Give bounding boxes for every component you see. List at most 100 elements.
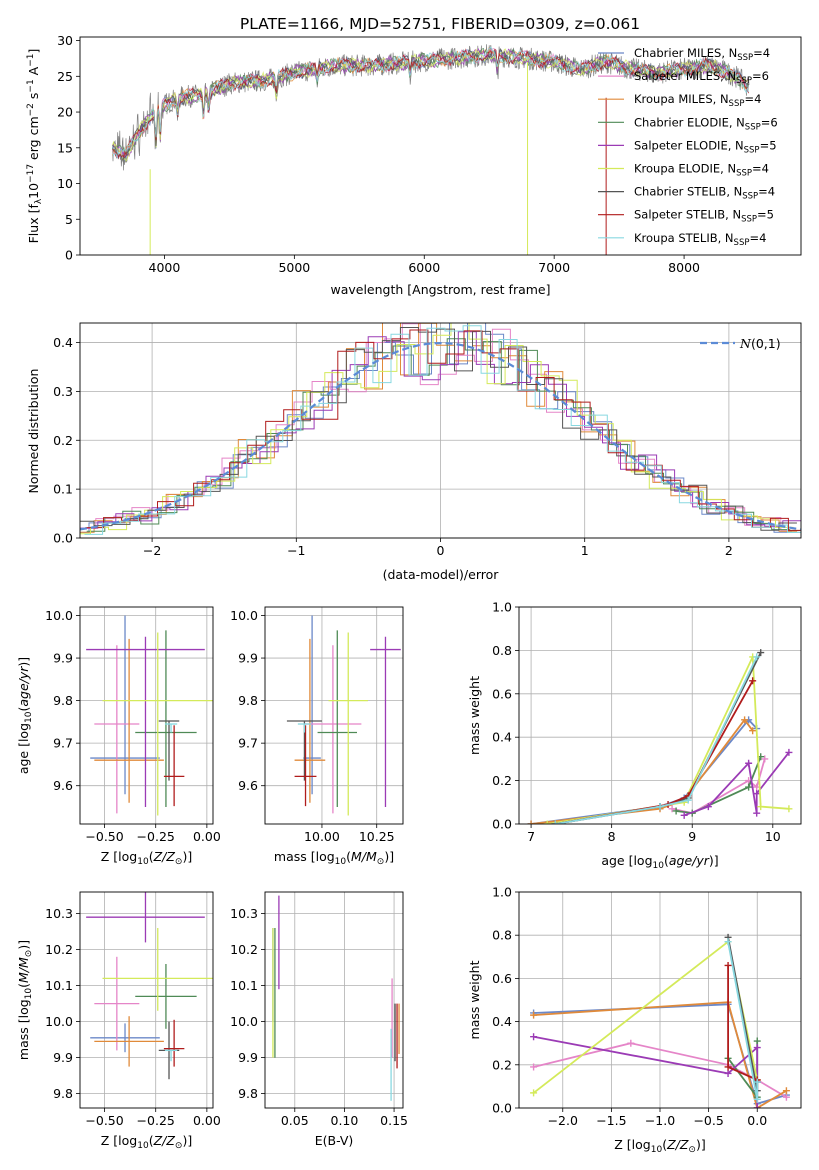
y-tick-label: 10.0 [230,1014,258,1029]
y-tick-label: 15 [57,140,73,155]
axes-frame [79,322,802,539]
legend-count: =5 [757,208,774,222]
point-marker [785,748,793,756]
y-tick-label: 0.4 [53,335,73,350]
label-part: M/M [351,849,377,864]
label-part: 10 [137,1141,149,1151]
x-tick-label: −0.25 [137,829,175,844]
y-tick-label: 10.2 [230,942,258,957]
x-tick-label: −1.0 [645,1113,675,1128]
y-tick-label: 0.3 [53,384,73,399]
label-part: 10 [651,1145,663,1155]
y-tick-label: 0.2 [492,1057,512,1072]
legend-sub: SSP [736,169,752,179]
label-part: mass [log [274,849,335,864]
legend-name: Kroupa ELODIE, N [634,162,736,176]
point-marker [530,1033,538,1041]
x-tick-label: −2.0 [548,1113,578,1128]
legend-name: Chabrier MILES, N [634,46,737,60]
y-tick-label: 0 [65,248,73,263]
x-tick-label: 10.00 [304,829,340,844]
point-marker [753,790,761,798]
label-part: ( [346,849,351,864]
label-part: ( [664,853,669,868]
label-part: −1 [26,54,36,67]
legend-label: Chabrier STELIB, NSSP=4 [634,185,775,202]
label-part: ⊙ [688,1145,696,1155]
legend-label: Chabrier MILES, NSSP=4 [634,46,770,63]
legend-args: (0,1) [751,336,781,351]
y-axis-label: Normed distribution [26,369,41,494]
point-marker [672,807,680,815]
point-marker [753,1095,761,1103]
axes-frame [518,606,802,825]
y-tick-label: 10.0 [230,608,258,623]
y-tick-label: 9.9 [53,651,73,666]
point-marker [753,653,761,661]
legend-label: Salpeter ELODIE, NSSP=5 [634,138,777,155]
label-part: age/yr [669,853,710,868]
x-axis-label: (data-model)/error [383,567,500,582]
axes-frame [264,606,404,825]
point-marker [785,805,793,813]
label-part: )] [182,849,192,864]
y-tick-label: 20 [57,105,73,120]
x-tick-label: −2 [143,543,161,558]
legend-name: Salpeter MILES, N [634,69,736,83]
axes-frame [79,606,214,825]
y-tick-label: 0.4 [492,730,512,745]
label-part: ( [16,983,31,988]
point-marker [530,1011,538,1019]
legend-name: Kroupa MILES, N [634,92,729,106]
x-axis-label: wavelength [Angstrom, rest frame] [330,282,550,297]
plot-area [286,615,401,816]
axes-frame [264,891,404,1109]
label-part: )] [709,853,719,868]
y-tick-label: 0.0 [492,817,512,832]
legend-sub: SSP [741,215,757,225]
histogram-step [84,325,801,535]
x-axis-label: E(B-V) [315,1133,354,1148]
x-tick-label: 1 [581,543,589,558]
point-marker [782,1087,790,1095]
y-tick-label: 9.9 [238,1050,258,1065]
x-tick-label: 6000 [408,260,440,275]
weight-Z-axes: −2.0 −1.5 −1.0 −0.5 0.0 0.0 0.2 0.4 0.6 0.8 1.0 Z [… [467,885,802,1155]
y-axis-label: mass weight [467,960,482,1039]
point-marker [753,1044,761,1052]
label-part: λ [34,198,44,204]
point-marker [627,1039,635,1047]
histogram-step [80,327,797,531]
label-part: Z/Z [666,1137,689,1152]
point-marker [741,716,749,724]
y-tick-label: 0.0 [53,531,73,546]
legend-name: Kroupa STELIB, N [634,231,734,245]
point-marker [757,803,765,811]
y-tick-label: 25 [57,69,73,84]
legend-label: Kroupa ELODIE, NSSP=4 [634,162,769,179]
label-part: )] [16,940,31,950]
x-tick-label: 0.00 [193,829,221,844]
x-tick-label: −1 [287,543,305,558]
y-tick-label: 10.1 [230,978,258,993]
label-part: mass [log [16,999,31,1060]
x-tick-label: 0 [437,543,445,558]
y-axis-label: Flux [fλ10−17 erg cm−2 s−1 A−1] [26,49,44,244]
y-tick-label: 9.8 [53,693,73,708]
point-marker [749,727,757,735]
x-axis-label: Z [log10(Z/Z⊙)] [101,1133,192,1151]
legend-sub: SSP [736,76,752,86]
label-part: ( [149,1133,154,1148]
label-part: 10 [24,988,34,1000]
model-spectrum-line [112,49,749,163]
x-tick-label: 2 [725,543,733,558]
age-mass-axes: 10.00 10.25 9.6 9.7 9.8 9.9 10.0 mass [log10(M/… [230,606,404,867]
y-axis-label: mass [log10(M/M⊙)] [16,940,34,1060]
label-part: ] [26,49,41,54]
label-part: age [log [16,723,31,774]
y-tick-label: 0.2 [53,433,73,448]
label-part: )] [696,1137,706,1152]
legend-name: Salpeter ELODIE, N [634,138,744,152]
plot-area [86,892,213,1080]
